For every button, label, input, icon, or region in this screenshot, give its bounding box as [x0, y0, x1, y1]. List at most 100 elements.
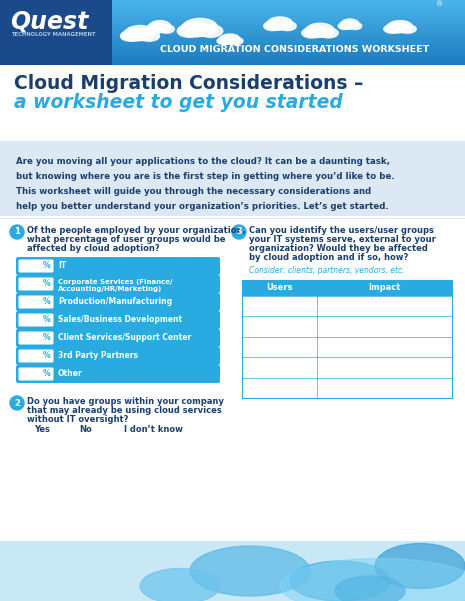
- Bar: [0, 55, 465, 56]
- Bar: [0, 216, 465, 551]
- Bar: [0, 27, 465, 29]
- Bar: [0, 25, 465, 26]
- Bar: [0, 35, 465, 37]
- Bar: [0, 60, 465, 61]
- Ellipse shape: [279, 22, 296, 31]
- Text: 3: 3: [236, 228, 242, 237]
- Ellipse shape: [120, 31, 141, 41]
- Bar: [0, 32, 465, 34]
- Bar: [0, 63, 465, 64]
- Text: Yes: Yes: [34, 426, 50, 435]
- Ellipse shape: [217, 37, 231, 44]
- FancyBboxPatch shape: [19, 296, 53, 308]
- Bar: [0, 38, 465, 39]
- Text: 3rd Party Partners: 3rd Party Partners: [58, 352, 138, 361]
- Bar: [0, 43, 465, 44]
- Bar: [0, 18, 465, 19]
- Text: Consider: clients, partners, vendors, etc.: Consider: clients, partners, vendors, et…: [249, 266, 405, 275]
- Text: %: %: [43, 316, 51, 325]
- Text: Sales/Business Development: Sales/Business Development: [58, 316, 182, 325]
- Bar: [242, 280, 452, 398]
- Bar: [0, 57, 465, 58]
- Text: I don’t know: I don’t know: [124, 426, 183, 435]
- Text: Are you moving all your applications to the cloud? It can be a daunting task,: Are you moving all your applications to …: [16, 157, 390, 166]
- Text: %: %: [43, 370, 51, 379]
- Text: %: %: [43, 297, 51, 307]
- Bar: [0, 4, 465, 5]
- Ellipse shape: [339, 22, 351, 29]
- Bar: [0, 65, 465, 141]
- Text: 1: 1: [14, 228, 20, 237]
- Text: Client Services/Support Center: Client Services/Support Center: [58, 334, 191, 343]
- Text: Other: Other: [58, 370, 83, 379]
- Text: that may already be using cloud services: that may already be using cloud services: [27, 406, 222, 415]
- Text: 2: 2: [14, 398, 20, 407]
- FancyBboxPatch shape: [16, 347, 220, 365]
- FancyBboxPatch shape: [19, 367, 53, 380]
- Bar: [0, 17, 465, 18]
- FancyBboxPatch shape: [16, 275, 220, 293]
- Bar: [0, 7, 465, 8]
- Ellipse shape: [220, 34, 240, 44]
- Text: ®: ®: [437, 1, 444, 7]
- Ellipse shape: [149, 20, 171, 32]
- Bar: [0, 64, 465, 65]
- Ellipse shape: [177, 25, 202, 37]
- Bar: [0, 0, 465, 1]
- Ellipse shape: [385, 23, 407, 33]
- Text: Accounting/HR/Marketing): Accounting/HR/Marketing): [58, 286, 162, 292]
- Ellipse shape: [335, 576, 405, 601]
- Text: a worksheet to get you started: a worksheet to get you started: [14, 93, 343, 112]
- Ellipse shape: [280, 558, 465, 601]
- Bar: [0, 5, 465, 7]
- Bar: [0, 40, 465, 41]
- FancyBboxPatch shape: [19, 260, 53, 272]
- Ellipse shape: [304, 26, 328, 37]
- Ellipse shape: [399, 25, 416, 33]
- Text: your IT systems serve, external to your: your IT systems serve, external to your: [249, 235, 436, 244]
- Text: Corporate Services (Finance/: Corporate Services (Finance/: [58, 279, 173, 285]
- Bar: [0, 1, 465, 2]
- Bar: [0, 19, 465, 21]
- Ellipse shape: [229, 37, 243, 44]
- Bar: [0, 13, 465, 14]
- Bar: [0, 9, 465, 10]
- FancyBboxPatch shape: [16, 257, 220, 275]
- Text: help you better understand your organization’s priorities. Let’s get started.: help you better understand your organiza…: [16, 202, 389, 211]
- Ellipse shape: [123, 28, 148, 41]
- Bar: [0, 541, 465, 601]
- Text: by cloud adoption and if so, how?: by cloud adoption and if so, how?: [249, 253, 408, 262]
- Ellipse shape: [182, 19, 218, 37]
- Bar: [242, 280, 452, 296]
- Bar: [0, 141, 465, 216]
- Circle shape: [10, 225, 24, 239]
- Ellipse shape: [266, 19, 287, 30]
- Text: This worksheet will guide you through the necessary considerations and: This worksheet will guide you through th…: [16, 187, 371, 196]
- Bar: [0, 16, 465, 17]
- Ellipse shape: [319, 28, 338, 38]
- FancyBboxPatch shape: [16, 329, 220, 347]
- Ellipse shape: [180, 22, 210, 37]
- Bar: [0, 2, 465, 4]
- Text: %: %: [43, 261, 51, 270]
- Ellipse shape: [264, 22, 281, 31]
- Bar: [0, 8, 465, 9]
- Text: %: %: [43, 334, 51, 343]
- Ellipse shape: [198, 25, 223, 37]
- Bar: [0, 46, 465, 47]
- Ellipse shape: [384, 25, 401, 33]
- Text: Users: Users: [266, 284, 293, 293]
- Text: TECHNOLOGY MANAGEMENT: TECHNOLOGY MANAGEMENT: [11, 32, 95, 37]
- FancyBboxPatch shape: [16, 293, 220, 311]
- Bar: [0, 48, 465, 49]
- Bar: [0, 11, 465, 13]
- FancyBboxPatch shape: [19, 278, 53, 290]
- Bar: [0, 49, 465, 50]
- Bar: [0, 47, 465, 48]
- Text: No: No: [79, 426, 92, 435]
- Bar: [0, 31, 465, 32]
- Ellipse shape: [139, 31, 159, 41]
- Bar: [0, 50, 465, 52]
- Text: what percentage of user groups would be: what percentage of user groups would be: [27, 235, 226, 244]
- Ellipse shape: [339, 21, 355, 29]
